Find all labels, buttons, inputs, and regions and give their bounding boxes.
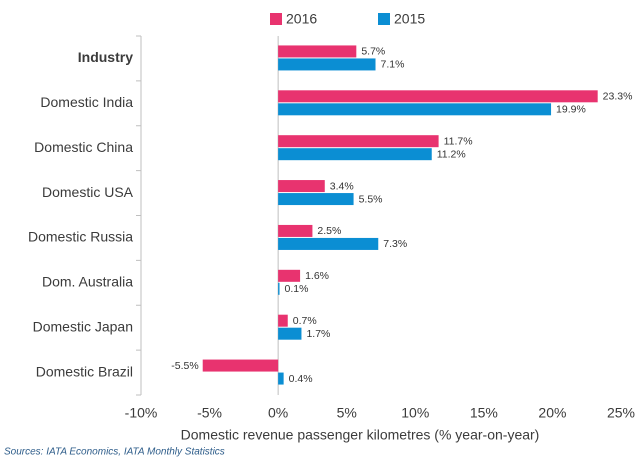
bar <box>278 103 552 116</box>
x-tick-label: -5% <box>197 405 222 421</box>
x-tick-label: -10% <box>125 405 158 421</box>
legend-swatch <box>378 13 390 25</box>
legend-label: 2016 <box>286 11 317 27</box>
category-label: Domestic Russia <box>28 229 133 245</box>
value-label: 7.3% <box>383 238 407 250</box>
bar <box>278 58 376 71</box>
category-label: Domestic USA <box>42 184 134 200</box>
x-tick-label: 5% <box>337 405 357 421</box>
bar <box>278 269 301 282</box>
bar <box>278 314 288 327</box>
x-tick-label: 25% <box>607 405 635 421</box>
value-label: 3.4% <box>330 180 354 192</box>
value-label: 19.9% <box>556 104 586 116</box>
x-axis-label: Domestic revenue passenger kilometres (%… <box>181 427 540 443</box>
bar <box>278 45 357 58</box>
value-label: -5.5% <box>171 360 198 372</box>
x-tick-label: 0% <box>268 405 288 421</box>
bar <box>278 193 354 206</box>
x-tick-label: 15% <box>470 405 498 421</box>
value-label: 0.4% <box>289 373 313 385</box>
value-label: 1.7% <box>306 328 330 340</box>
x-tick-label: 10% <box>401 405 429 421</box>
category-label: Dom. Australia <box>42 274 133 290</box>
source-note: Sources: IATA Economics, IATA Monthly St… <box>4 447 225 458</box>
bar <box>202 359 279 372</box>
bar <box>278 372 284 385</box>
bar <box>278 237 379 250</box>
bar <box>278 148 432 161</box>
bar <box>278 327 302 340</box>
value-label: 11.2% <box>437 148 466 160</box>
value-label: 5.5% <box>359 193 383 205</box>
value-label: 11.7% <box>444 135 473 147</box>
category-label: Domestic Brazil <box>36 363 133 379</box>
category-label: Domestic Japan <box>33 318 133 334</box>
value-label: 23.3% <box>603 91 633 103</box>
value-label: 0.1% <box>285 283 309 295</box>
bar <box>278 180 325 193</box>
category-label: Domestic China <box>34 139 133 155</box>
legend-swatch <box>270 13 282 25</box>
bar <box>278 282 280 295</box>
legend-label: 2015 <box>394 11 425 27</box>
x-tick-label: 20% <box>538 405 566 421</box>
value-label: 2.5% <box>317 225 341 237</box>
value-label: 5.7% <box>361 46 385 58</box>
value-label: 0.7% <box>293 315 317 327</box>
bar <box>278 224 313 237</box>
category-label: Domestic India <box>40 94 133 110</box>
bar <box>278 90 598 103</box>
value-label: 1.6% <box>305 270 329 282</box>
bar <box>278 135 439 148</box>
category-label: Industry <box>78 49 133 65</box>
value-label: 7.1% <box>381 59 405 71</box>
